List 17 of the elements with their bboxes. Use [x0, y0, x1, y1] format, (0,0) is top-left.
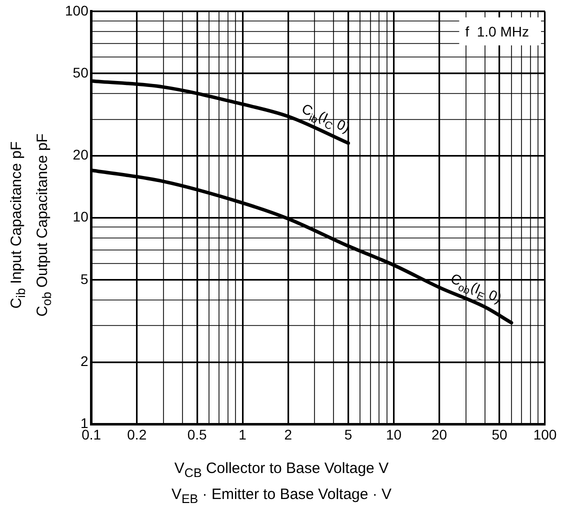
annotation: f 1.0 MHz — [465, 23, 530, 40]
x-tick-label: 100 — [533, 426, 557, 442]
x-tick-label: 20 — [432, 426, 448, 442]
x-tick-label: 50 — [492, 426, 508, 442]
x-tick-label: 5 — [344, 426, 352, 442]
y-tick-label: 100 — [65, 2, 89, 18]
text: V$_{CB}$ Collector to Base Voltage V V$_{EB}$ · Emitter to Base Voltage · V — [171, 460, 392, 506]
y-tick-label: 5 — [80, 270, 89, 287]
x-tick-label: 0.5 — [187, 426, 207, 442]
y-tick-label: 10 — [72, 208, 89, 225]
y-tick-label: 50 — [72, 64, 89, 80]
y-tick-label: 2 — [80, 352, 89, 369]
x-tick-label: 1 — [238, 426, 247, 442]
x-tick-label: 2 — [284, 426, 292, 442]
x-tick-label: 0.2 — [127, 426, 147, 442]
y-tick-label: 20 — [72, 146, 89, 163]
x-tick-label: 10 — [386, 426, 402, 442]
